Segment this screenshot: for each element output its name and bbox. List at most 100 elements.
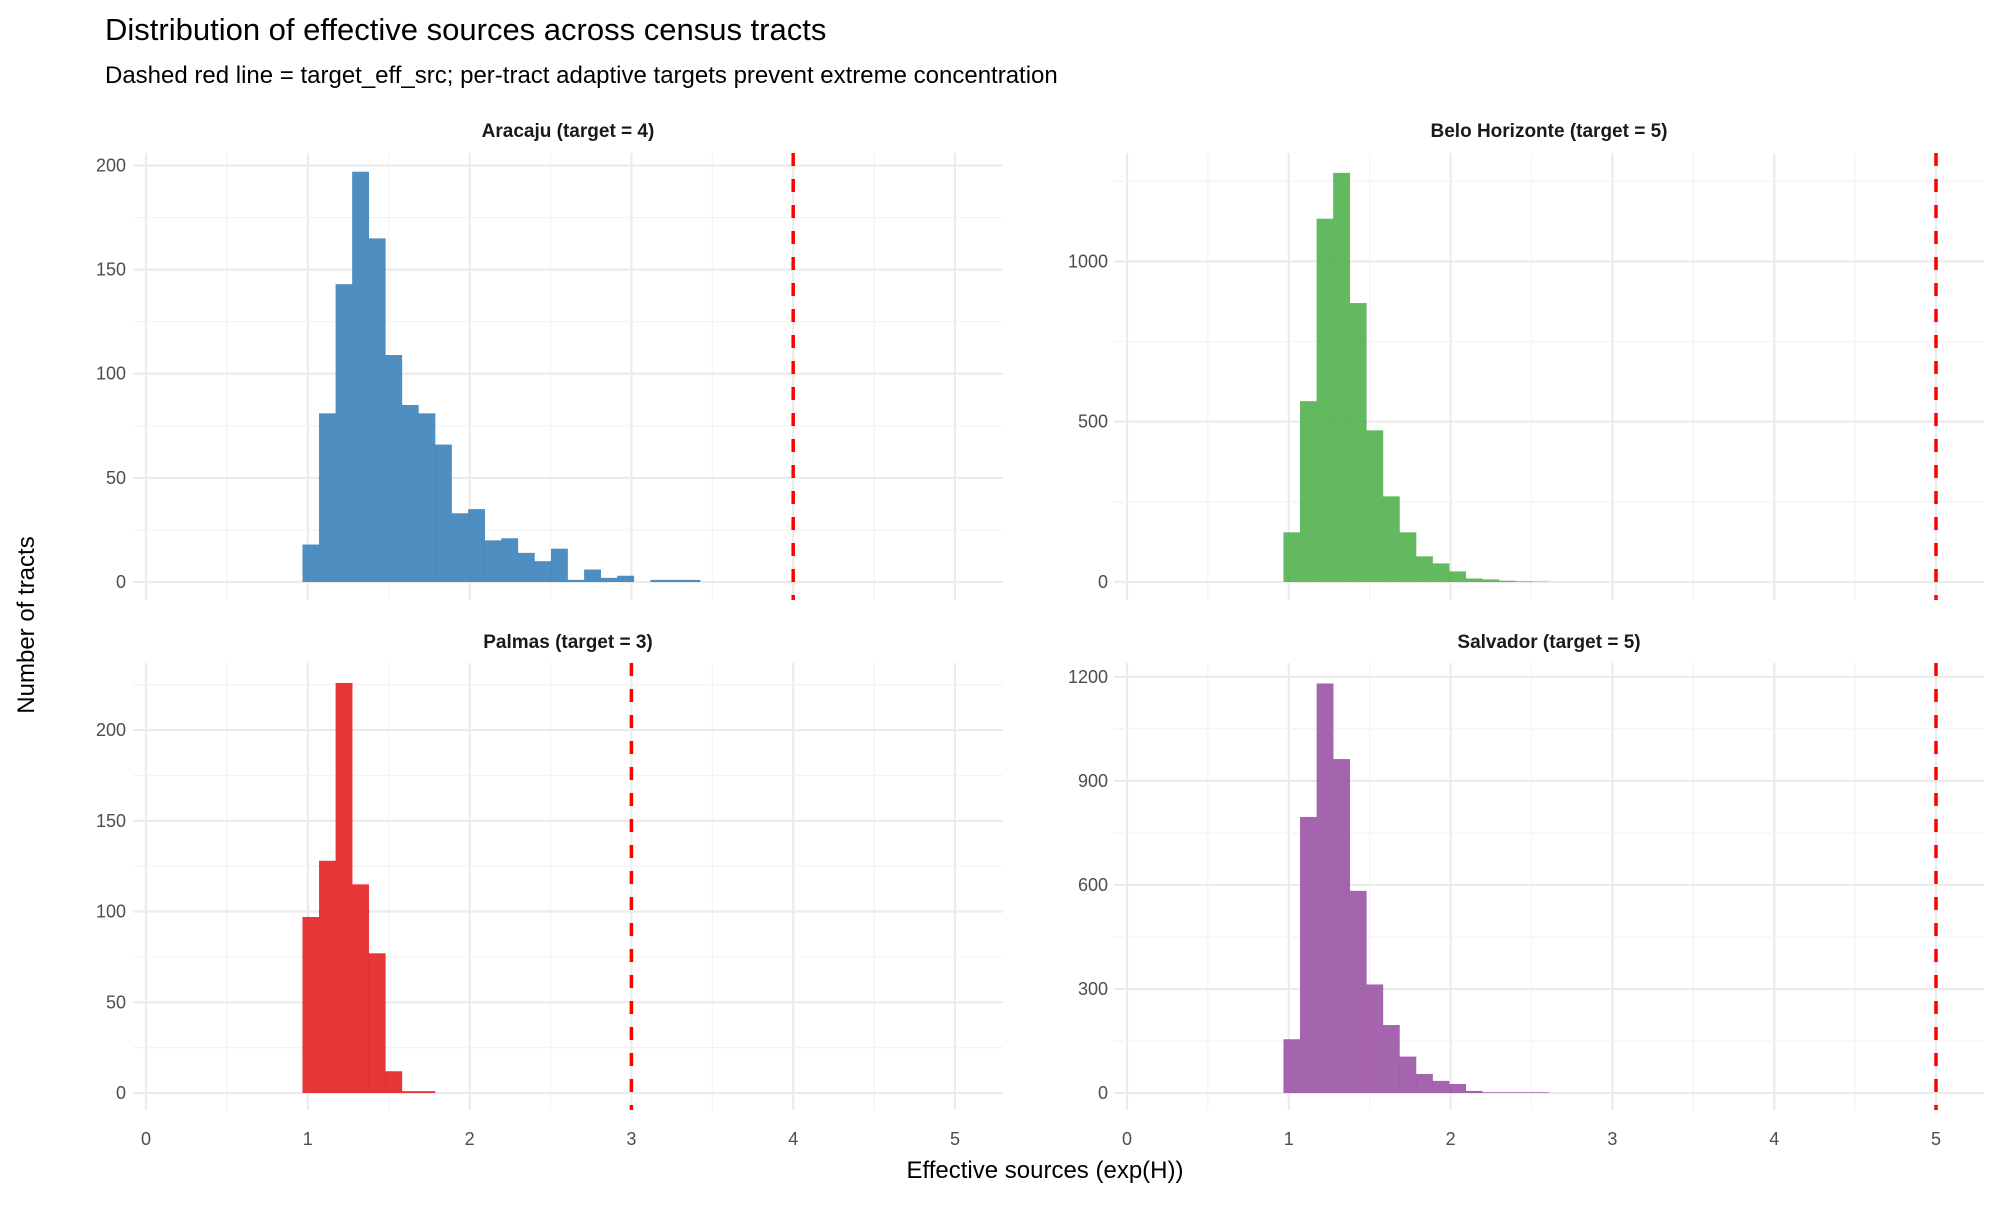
histogram-bar xyxy=(667,580,684,582)
histogram-bar xyxy=(1333,759,1350,1093)
histogram-bar xyxy=(385,1071,402,1093)
histogram-bar xyxy=(1317,683,1334,1093)
facet-strip-label: Belo Horizonte (target = 5) xyxy=(1431,121,1668,142)
histogram-bar xyxy=(485,540,502,582)
histogram-bar xyxy=(1499,581,1516,582)
x-tick-label: 2 xyxy=(1446,1129,1456,1149)
histogram-bar xyxy=(402,405,419,582)
histogram-bar xyxy=(518,553,535,582)
histogram-bar xyxy=(1449,1084,1466,1093)
y-tick-label: 600 xyxy=(1078,875,1108,895)
histogram-bar xyxy=(1366,430,1383,582)
histogram-bar xyxy=(1366,984,1383,1093)
histogram-bar xyxy=(1350,891,1367,1093)
histogram-bar xyxy=(1433,563,1450,582)
histogram-bar xyxy=(418,413,435,582)
histogram-bar xyxy=(1449,571,1466,582)
histogram-bar xyxy=(385,355,402,582)
histogram-bar xyxy=(468,509,485,582)
y-tick-label: 150 xyxy=(96,260,126,280)
facet-strip-label: Palmas (target = 3) xyxy=(483,632,653,653)
histogram-bar xyxy=(302,917,319,1093)
histogram-bar xyxy=(1399,1057,1416,1093)
x-tick-label: 1 xyxy=(303,1129,313,1149)
y-tick-label: 100 xyxy=(96,364,126,384)
histogram-bar xyxy=(402,1091,419,1093)
histogram-bar xyxy=(352,172,369,582)
y-tick-label: 300 xyxy=(1078,979,1108,999)
x-tick-label: 3 xyxy=(1607,1129,1617,1149)
histogram-bar xyxy=(601,578,618,582)
histogram-bar xyxy=(1515,1092,1532,1093)
x-tick-label: 4 xyxy=(788,1129,798,1149)
facet-panel: 0 300 600 900 1200 Salvador (target = 5) 0 1 2 3 4… xyxy=(1068,632,1984,1149)
y-axis-title: Number of tracts xyxy=(13,536,40,713)
x-tick-label: 0 xyxy=(1122,1129,1132,1149)
x-tick-label: 2 xyxy=(465,1129,475,1149)
y-tick-label: 1200 xyxy=(1068,667,1108,687)
chart-title: Distribution of effective sources across… xyxy=(105,12,826,47)
histogram-bar xyxy=(352,884,369,1093)
histogram-bar xyxy=(1416,1074,1433,1093)
histogram-bar xyxy=(1433,1081,1450,1093)
histogram-bar xyxy=(369,238,386,582)
histogram-bar xyxy=(1482,579,1499,582)
histogram-bar xyxy=(1399,532,1416,582)
histogram-bar xyxy=(1532,1092,1549,1093)
y-tick-label: 0 xyxy=(1098,572,1108,592)
histogram-bar xyxy=(1383,1025,1400,1093)
histogram-bar xyxy=(1350,303,1367,582)
y-tick-label: 1000 xyxy=(1068,251,1108,271)
histogram-bar xyxy=(584,570,601,582)
histogram-bar xyxy=(1333,173,1350,582)
histogram-bar xyxy=(1499,1092,1516,1093)
y-tick-label: 50 xyxy=(106,992,126,1012)
histogram-bar xyxy=(1466,578,1483,582)
histogram-bar xyxy=(1283,532,1300,582)
y-tick-label: 0 xyxy=(1098,1083,1108,1103)
histogram-bar xyxy=(551,549,568,582)
histogram-bar xyxy=(1317,219,1334,582)
histogram-bar xyxy=(1482,1092,1499,1093)
histogram-bar xyxy=(336,284,353,582)
histogram-bar xyxy=(302,545,319,582)
x-tick-label: 5 xyxy=(1931,1129,1941,1149)
histogram-bar xyxy=(1300,817,1317,1093)
x-axis-title: Effective sources (exp(H)) xyxy=(907,1157,1184,1184)
y-tick-label: 900 xyxy=(1078,771,1108,791)
y-tick-label: 150 xyxy=(96,811,126,831)
x-tick-label: 1 xyxy=(1284,1129,1294,1149)
histogram-bar xyxy=(1416,556,1433,582)
facet-strip-label: Salvador (target = 5) xyxy=(1457,632,1640,653)
histogram-bar xyxy=(452,513,469,582)
histogram-bar xyxy=(650,580,667,582)
facet-panel: 0 50 100 150 200 Aracaju (target = 4) xyxy=(96,121,1003,600)
histogram-bar xyxy=(1515,581,1532,582)
y-tick-label: 200 xyxy=(96,155,126,175)
y-tick-label: 50 xyxy=(106,468,126,488)
chart-subtitle: Dashed red line = target_eff_src; per-tr… xyxy=(105,62,1058,89)
histogram-bar xyxy=(568,580,585,582)
histogram-bar xyxy=(319,861,336,1093)
x-tick-label: 5 xyxy=(950,1129,960,1149)
y-tick-label: 0 xyxy=(116,572,126,592)
histogram-bar xyxy=(369,953,386,1093)
x-tick-label: 0 xyxy=(141,1129,151,1149)
histogram-bar xyxy=(534,561,551,582)
histogram-bar xyxy=(617,576,634,582)
histogram-bar xyxy=(336,683,353,1093)
histogram-bar xyxy=(1283,1039,1300,1093)
histogram-bar xyxy=(1383,496,1400,582)
histogram-bar xyxy=(501,538,518,582)
facet-strip-label: Aracaju (target = 4) xyxy=(482,121,655,142)
y-tick-label: 0 xyxy=(116,1083,126,1103)
x-tick-label: 4 xyxy=(1769,1129,1779,1149)
histogram-bar xyxy=(418,1091,435,1093)
histogram-bar xyxy=(684,580,701,582)
histogram-bar xyxy=(1300,401,1317,582)
y-tick-label: 100 xyxy=(96,902,126,922)
x-tick-label: 3 xyxy=(626,1129,636,1149)
